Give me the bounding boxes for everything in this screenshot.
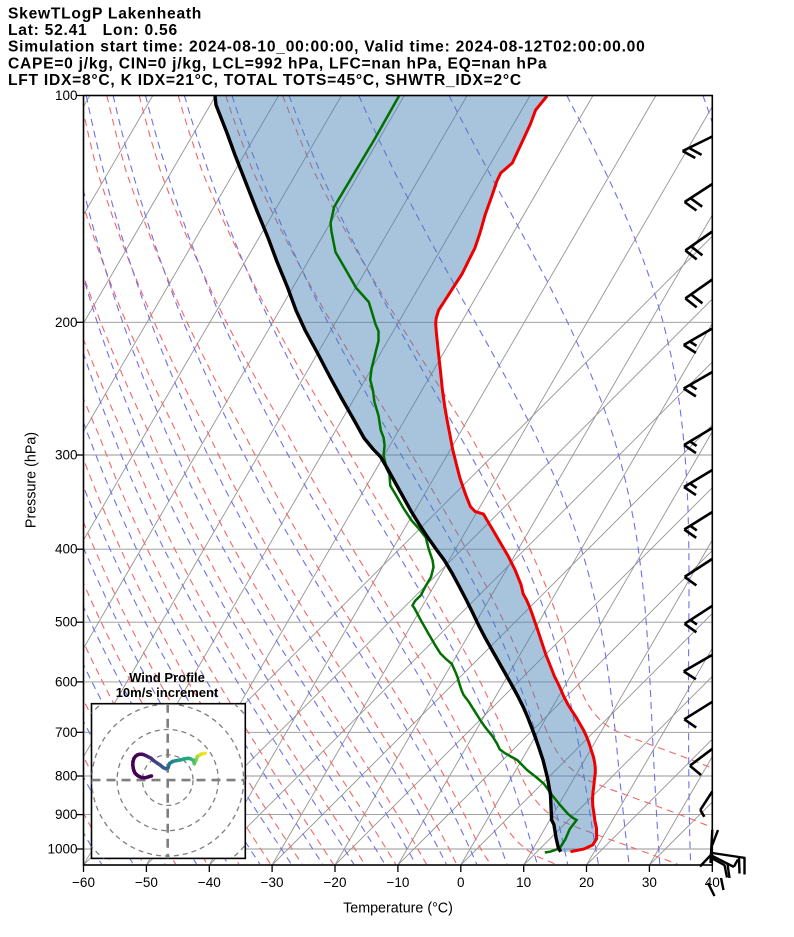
svg-text:−20: −20	[324, 875, 347, 890]
svg-text:−10: −10	[386, 875, 409, 890]
svg-text:Lat: 52.41 Lon: 0.56: Lat: 52.41 Lon: 0.56	[8, 22, 178, 39]
svg-text:30: 30	[642, 875, 657, 890]
svg-text:−50: −50	[135, 875, 158, 890]
svg-text:Wind Profile: Wind Profile	[129, 670, 205, 685]
svg-text:40: 40	[705, 875, 720, 890]
svg-text:CAPE=0 j/kg, CIN=0 j/kg, LCL=9: CAPE=0 j/kg, CIN=0 j/kg, LCL=992 hPa, LF…	[8, 55, 547, 72]
svg-text:200: 200	[55, 315, 78, 330]
svg-text:800: 800	[55, 769, 78, 784]
svg-text:600: 600	[55, 674, 78, 689]
svg-text:Simulation start time: 2024-08: Simulation start time: 2024-08-10_00:00:…	[8, 39, 646, 56]
svg-text:300: 300	[55, 448, 78, 463]
svg-text:400: 400	[55, 542, 78, 557]
svg-text:1000: 1000	[47, 842, 77, 857]
svg-text:500: 500	[55, 615, 78, 630]
svg-text:−30: −30	[261, 875, 284, 890]
svg-text:100: 100	[55, 88, 78, 103]
svg-text:−60: −60	[72, 875, 95, 890]
svg-text:900: 900	[55, 807, 78, 822]
svg-text:20: 20	[579, 875, 594, 890]
svg-text:Pressure (hPa): Pressure (hPa)	[24, 432, 40, 528]
svg-text:10m/s increment: 10m/s increment	[116, 685, 219, 700]
svg-text:10: 10	[516, 875, 531, 890]
svg-text:0: 0	[457, 875, 465, 890]
svg-text:Temperature (°C): Temperature (°C)	[343, 901, 453, 917]
svg-text:SkewTLogP Lakenheath: SkewTLogP Lakenheath	[8, 5, 202, 22]
svg-text:−40: −40	[198, 875, 221, 890]
svg-text:700: 700	[55, 725, 78, 740]
svg-text:LFT IDX=8°C, K IDX=21°C, TOTAL: LFT IDX=8°C, K IDX=21°C, TOTAL TOTS=45°C…	[8, 72, 522, 89]
